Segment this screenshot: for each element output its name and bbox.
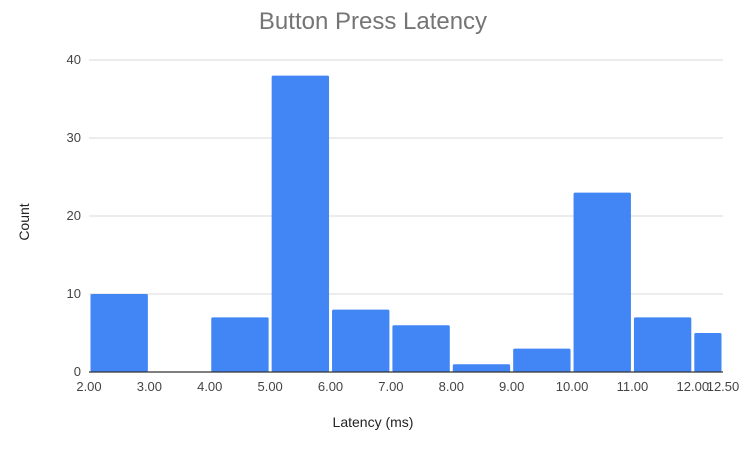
histogram-bar xyxy=(633,317,692,372)
y-tick-label: 30 xyxy=(67,130,81,145)
histogram-bar xyxy=(332,309,390,372)
histogram-bar xyxy=(573,192,631,372)
axes: 0 10 20 30 40 2.00 3.00 4.00 5.00 6.00 7.00 8.00 9.0… xyxy=(67,52,740,394)
x-tick-label: 12.00 xyxy=(677,379,710,394)
histogram-bar xyxy=(392,325,450,372)
x-tick-label: 8.00 xyxy=(439,379,464,394)
x-tick-label: 5.00 xyxy=(257,379,282,394)
y-tick-label: 10 xyxy=(67,286,81,301)
y-tick-label: 20 xyxy=(67,208,81,223)
x-tick-label: 6.00 xyxy=(318,379,343,394)
chart-title: Button Press Latency xyxy=(258,8,488,35)
x-tick-label: 12.50 xyxy=(707,379,740,394)
x-axis-label: Latency (ms) xyxy=(332,414,414,430)
x-tick-label: 9.00 xyxy=(499,379,524,394)
histogram-bar xyxy=(513,348,571,372)
y-tick-label: 0 xyxy=(74,364,81,379)
x-tick-label: 2.00 xyxy=(76,379,101,394)
histogram-bar xyxy=(271,75,330,372)
x-tick-label: 4.00 xyxy=(197,379,222,394)
x-tick-label: 7.00 xyxy=(378,379,403,394)
histogram-bar xyxy=(90,294,148,372)
bars xyxy=(90,75,722,372)
x-tick-label: 3.00 xyxy=(137,379,162,394)
x-tick-label: 11.00 xyxy=(617,379,649,394)
x-tick-label: 10.00 xyxy=(556,379,589,394)
histogram-bar xyxy=(452,364,511,372)
histogram-bar xyxy=(211,317,269,372)
y-tick-label: 40 xyxy=(67,52,81,67)
histogram-bar xyxy=(694,333,722,372)
